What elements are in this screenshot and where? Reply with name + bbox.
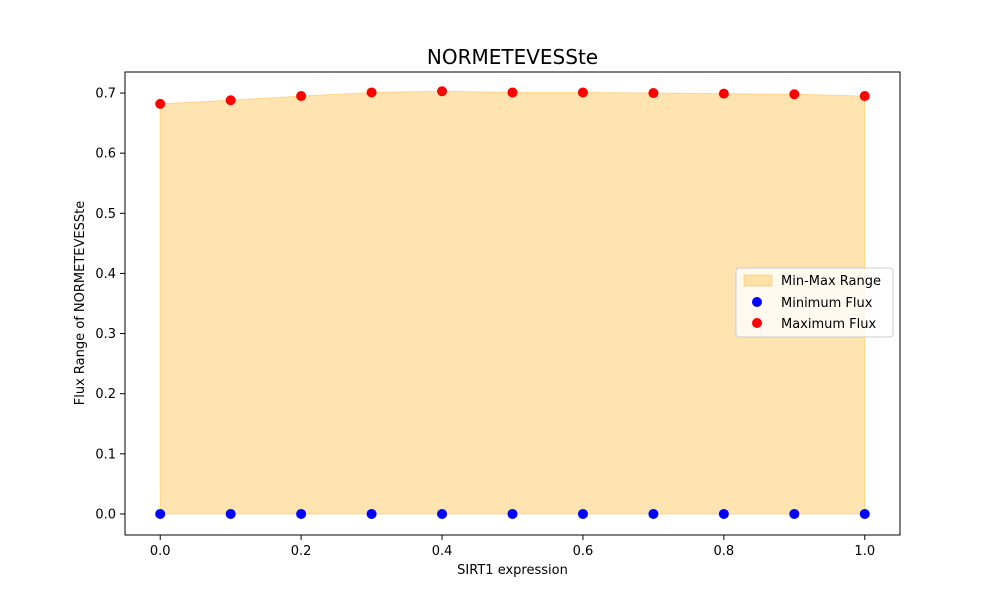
legend-marker-maximum-flux: [752, 318, 762, 328]
minimum-flux-point: [225, 508, 236, 519]
minimum-flux-point: [507, 508, 518, 519]
legend-box: [735, 267, 894, 338]
maximum-flux-point: [366, 87, 377, 98]
minimum-flux-point: [155, 508, 166, 519]
x-tick-label: 0.4: [432, 544, 453, 559]
minimum-flux-point: [437, 508, 448, 519]
x-tick-label: 1.0: [854, 544, 875, 559]
maximum-flux-point: [296, 91, 307, 102]
x-tick-label: 0.8: [714, 544, 735, 559]
maximum-flux-point: [155, 98, 166, 109]
minimum-flux-point: [366, 508, 377, 519]
y-axis-title: Flux Range of NORMETEVESSte: [73, 201, 88, 405]
y-tick-label: 0.7: [95, 87, 116, 102]
minimum-flux-point: [577, 508, 588, 519]
legend-label-minimum-flux: Minimum Flux: [781, 296, 873, 311]
x-tick-label: 0.0: [150, 544, 171, 559]
y-tick-label: 0.2: [95, 387, 116, 402]
y-tick-label: 0.3: [95, 327, 116, 342]
y-tick-label: 0.4: [95, 267, 116, 282]
y-tick-label: 0.0: [95, 507, 116, 522]
y-tick-label: 0.5: [95, 207, 116, 222]
maximum-flux-point: [718, 88, 729, 99]
plot-area: [155, 86, 870, 519]
legend-label-maximum-flux: Maximum Flux: [781, 317, 877, 332]
maximum-flux-point: [507, 87, 518, 98]
minimum-flux-point: [718, 508, 729, 519]
x-axis-title: SIRT1 expression: [457, 563, 568, 578]
x-tick-label: 0.6: [573, 544, 594, 559]
legend: Min-Max Range Minimum Flux Maximum Flux: [735, 267, 894, 338]
minimum-flux-point: [648, 508, 659, 519]
chart-title: NORMETEVESSte: [427, 45, 598, 69]
maximum-flux-point: [789, 89, 800, 100]
maximum-flux-point: [225, 95, 236, 106]
legend-swatch-min-max-range: [743, 274, 773, 287]
minimum-flux-point: [789, 508, 800, 519]
legend-label-min-max-range: Min-Max Range: [781, 274, 881, 289]
y-tick-label: 0.1: [95, 447, 116, 462]
minimum-flux-point: [859, 508, 870, 519]
legend-marker-minimum-flux: [752, 297, 762, 307]
minimum-flux-point: [296, 508, 307, 519]
axes: 0.0 0.2 0.4 0.6 0.8 1.0 0.0 0.1 0.2 0.3 0.4 0.5 0.6 0…: [95, 71, 901, 559]
maximum-flux-point: [859, 91, 870, 102]
x-tick-label: 0.2: [291, 544, 312, 559]
y-tick-label: 0.6: [95, 147, 116, 162]
maximum-flux-point: [648, 88, 659, 99]
plot-frame: [124, 71, 901, 536]
maximum-flux-point: [437, 86, 448, 97]
maximum-flux-point: [577, 87, 588, 98]
